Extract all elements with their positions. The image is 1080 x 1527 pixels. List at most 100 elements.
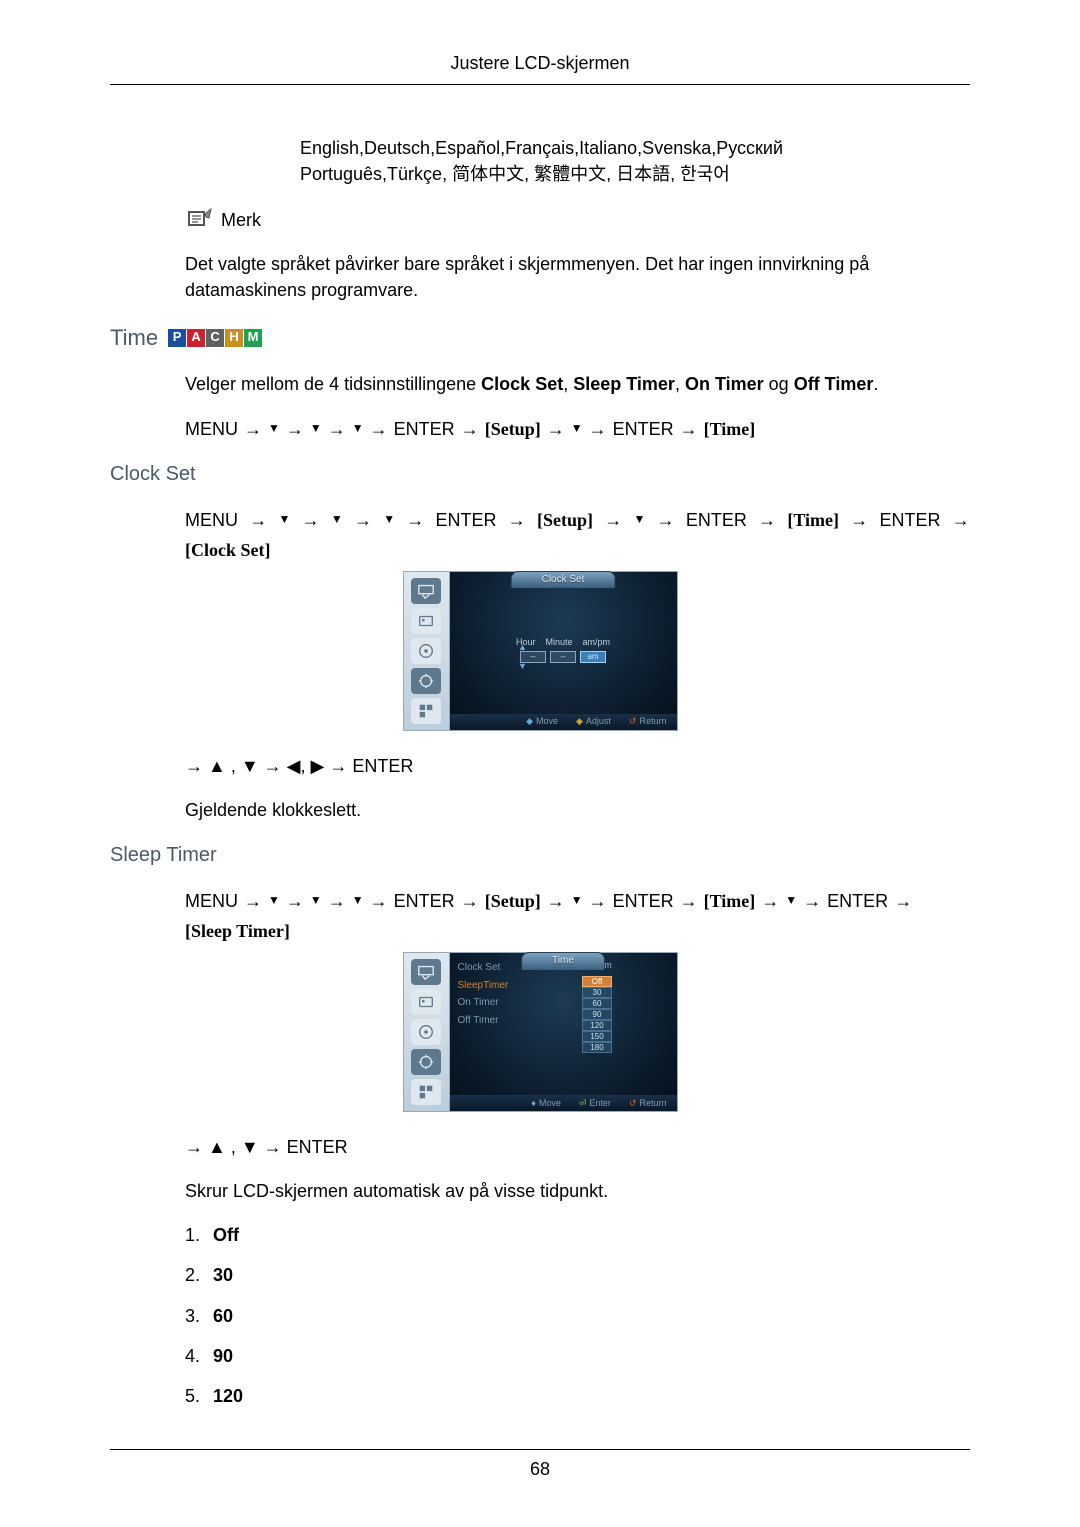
footer-return: ↺Return (629, 715, 667, 728)
arrow-icon: → (286, 416, 304, 442)
sleeptimer-option[interactable]: 150 (582, 1031, 612, 1042)
mode-badges: PACHM (168, 329, 262, 347)
down-icon: ▼ (268, 892, 280, 909)
mode-badge-h: H (225, 329, 243, 347)
time-term-2: On Timer (685, 374, 764, 394)
down-icon: ▼ (571, 420, 583, 437)
osd-menu-item[interactable]: On Timer (458, 996, 526, 1011)
txt-enter: ENTER (613, 888, 674, 914)
osd-tab-title: Clock Set (511, 571, 616, 589)
osd-sound-icon (411, 1019, 441, 1045)
ampm-box[interactable]: am (580, 651, 606, 663)
footer-enter: ⏎Enter (579, 1097, 611, 1110)
list-item-value: 60 (213, 1306, 233, 1326)
arrow-icon: → (354, 507, 372, 533)
sleeptimer-pill-list: Off306090120150180 (582, 976, 612, 1053)
arrow-icon: → (680, 888, 698, 914)
section-time-heading: Time PACHM (110, 322, 970, 354)
osd-tab-title: Time (521, 952, 605, 970)
language-line-2: Português,Türkçe, 简体中文, 繁體中文, 日本語, 한국어 (300, 161, 970, 187)
page-header: Justere LCD-skjermen (110, 50, 970, 85)
osd-input-icon (411, 578, 441, 604)
sleeptimer-option[interactable]: 120 (582, 1020, 612, 1031)
arrow-icon: → (547, 416, 565, 442)
arrow-icon: → (461, 888, 479, 914)
footer-return: ↺Return (629, 1097, 667, 1110)
sleeptimer-desc: Skrur LCD-skjermen automatisk av på viss… (185, 1178, 970, 1204)
mode-badge-p: P (168, 329, 186, 347)
osd-multi-icon (411, 1079, 441, 1105)
sleeptimer-option[interactable]: Off (582, 976, 612, 987)
mode-badge-a: A (187, 329, 205, 347)
txt-enter: ENTER (613, 416, 674, 442)
txt-menu: MENU (185, 888, 238, 914)
time-bracket: [Time] (704, 888, 756, 914)
osd-sidebar (404, 953, 450, 1111)
down-icon: ▼ (634, 511, 646, 528)
osd-input-icon (411, 959, 441, 985)
time-menu-path: MENU → ▼ →▼ →▼ → ENTER → [Setup] → ▼ → E… (185, 416, 970, 442)
clockset-menu-path-2: [Clock Set] (185, 537, 970, 563)
sleeptimer-option[interactable]: 90 (582, 1009, 612, 1020)
osd-footer: ♦Move ⏎Enter ↺Return (450, 1095, 677, 1111)
txt-enter: ENTER (880, 507, 941, 533)
clockset-desc: Gjeldende klokkeslett. (185, 797, 970, 823)
sleeptimer-menu-items: Clock Set SleepTimer On Timer Off Timer (458, 957, 526, 1095)
setup-bracket: [Setup] (485, 416, 541, 442)
down-icon: ▼ (310, 420, 322, 437)
clockset-nav: → ▲ , ▼ → ◀, ▶ → ENTER (185, 753, 970, 779)
language-line-1: English,Deutsch,Español,Français,Italian… (300, 135, 970, 161)
arrow-icon: → (406, 507, 424, 533)
note-icon (185, 208, 213, 232)
sleeptimer-nav: → ▲ , ▼ → ENTER (185, 1134, 970, 1160)
mode-badge-c: C (206, 329, 224, 347)
list-item: 60 (185, 1303, 970, 1329)
list-item-value: 120 (213, 1386, 243, 1406)
note-text: Det valgte språket påvirker bare språket… (185, 251, 970, 303)
language-list: English,Deutsch,Español,Français,Italian… (300, 135, 970, 187)
osd-main: Clock Set Hour Minute am/pm ▲ -- -- am ▼… (450, 572, 677, 730)
sleeptimer-bracket: [Sleep Timer] (185, 918, 290, 944)
time-bracket: [Time] (787, 507, 839, 533)
clockset-boxes: ▲ -- -- am ▼ (520, 651, 606, 663)
osd-sleeptimer: Time Clock Set SleepTimer On Timer Off Time… (403, 952, 678, 1112)
clockset-labels: Hour Minute am/pm (516, 636, 610, 649)
page-number: 68 (110, 1449, 970, 1482)
arrow-icon: → (952, 507, 970, 533)
list-item-value: 30 (213, 1265, 233, 1285)
sleeptimer-list: Off306090120 (185, 1222, 970, 1408)
sleeptimer-option[interactable]: 60 (582, 998, 612, 1009)
osd-main: Time Clock Set SleepTimer On Timer Off Time… (450, 953, 677, 1111)
spinner-up-icon: ▲ (518, 641, 527, 654)
label-minute: Minute (545, 636, 572, 649)
clockset-bracket: [Clock Set] (185, 537, 271, 563)
time-join-0: , (563, 374, 573, 394)
arrow-icon: → (604, 507, 622, 533)
footer-adjust: ◆Adjust (576, 715, 611, 728)
arrow-icon: → (328, 416, 346, 442)
osd-menu-item[interactable]: Off Timer (458, 1014, 526, 1029)
sleeptimer-option[interactable]: 180 (582, 1042, 612, 1053)
time-term-1: Sleep Timer (573, 374, 675, 394)
down-icon: ▼ (383, 511, 395, 528)
osd-clockset: Clock Set Hour Minute am/pm ▲ -- -- am ▼… (403, 571, 678, 731)
arrow-icon: → (461, 416, 479, 442)
down-icon: ▼ (785, 892, 797, 909)
osd-menu-item[interactable]: SleepTimer (458, 979, 526, 994)
sleeptimer-menu-path: MENU → ▼ →▼ →▼ → ENTER → [Setup] → ▼ → E… (185, 888, 970, 914)
osd-menu-item[interactable]: Clock Set (458, 961, 526, 976)
minute-box[interactable]: -- (550, 651, 576, 663)
txt-enter: ENTER (436, 507, 497, 533)
osd-picture-icon (411, 608, 441, 634)
arrow-icon: → (589, 416, 607, 442)
arrow-icon: → (657, 507, 675, 533)
arrow-icon: → (370, 416, 388, 442)
osd-setup-icon (411, 1049, 441, 1075)
osd-multi-icon (411, 698, 441, 724)
txt-enter: ENTER (827, 888, 888, 914)
down-icon: ▼ (352, 420, 364, 437)
sleeptimer-option[interactable]: 30 (582, 987, 612, 998)
note-label: Merk (221, 207, 261, 233)
clockset-menu-path: MENU → ▼ →▼ →▼ → ENTER → [Setup] → ▼ → E… (185, 507, 970, 533)
txt-enter: ENTER (394, 416, 455, 442)
